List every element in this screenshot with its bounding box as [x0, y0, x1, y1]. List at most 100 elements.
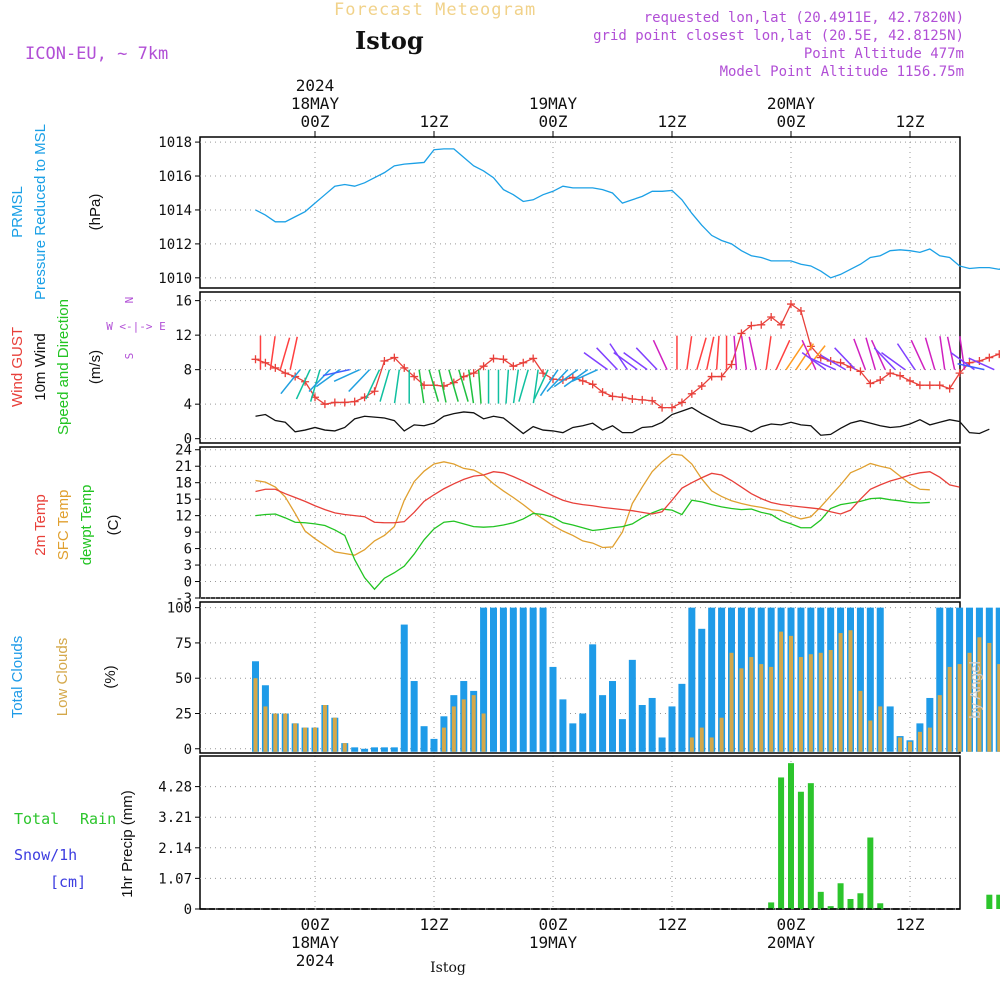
t2m-label: 2m Temp	[32, 494, 49, 555]
gust-marker	[925, 381, 934, 390]
wind-direction-arrow	[715, 335, 720, 370]
y-tick-label: 1018	[158, 135, 192, 151]
total-cloud-bar	[351, 747, 359, 752]
snow-label: Snow/1h	[14, 846, 77, 864]
prmsl-unit: (hPa)	[87, 194, 104, 231]
total-cloud-bar	[609, 681, 616, 752]
gust-marker	[717, 372, 726, 381]
low-cloud-bar	[749, 657, 754, 752]
total-cloud-bar	[410, 681, 418, 752]
bottom-axis-tick-label: 12Z	[896, 915, 925, 934]
gust-marker	[281, 369, 290, 378]
top-axis-tick-label: 00Z	[539, 112, 568, 131]
total-cloud-bar	[628, 659, 636, 752]
y-tick-label: 16	[175, 294, 192, 310]
gust-marker	[400, 363, 409, 372]
compass-south: S	[123, 353, 136, 360]
y-tick-label: 2.14	[158, 841, 192, 857]
low-cloud-bar	[947, 666, 952, 752]
rain-bar	[788, 763, 794, 909]
low-cloud-bar	[689, 737, 694, 752]
sfc-label: SFC Temp	[55, 490, 72, 561]
gust-marker	[737, 329, 746, 338]
wind-direction-arrow	[539, 369, 559, 397]
y-tick-label: 8	[184, 363, 192, 379]
wind-direction-arrow	[705, 336, 715, 370]
total-label: Total	[14, 810, 59, 828]
rain-bar	[877, 903, 884, 909]
low-cloud-bar	[828, 649, 833, 752]
rain-bar	[996, 894, 1000, 909]
wind-direction-arrow	[623, 352, 648, 371]
rain-bar	[827, 906, 834, 909]
sfc-temp-line	[255, 453, 930, 556]
total-cloud-bar	[529, 607, 537, 752]
total-cloud-bar	[599, 695, 607, 752]
gust-marker	[370, 387, 379, 396]
rain-bar	[986, 894, 993, 909]
gust-marker	[945, 384, 954, 393]
credit-label: by Angel	[967, 661, 984, 719]
y-tick-label: 18	[175, 476, 192, 492]
y-tick-label: 4	[184, 397, 192, 413]
low-cloud-bar	[798, 657, 803, 752]
gust-marker	[935, 381, 944, 390]
low-cloud-bar	[858, 690, 863, 752]
gust-marker	[499, 355, 508, 364]
panel-frame	[199, 291, 961, 444]
low-cloud-bar	[937, 695, 942, 752]
total-cloud-bar	[559, 699, 567, 752]
wind-direction-arrow	[795, 343, 815, 371]
total-cloud-bar	[509, 607, 517, 752]
total-cloud-bar	[926, 697, 934, 752]
wind-direction-arrow	[348, 369, 371, 393]
clouds-unit: (%)	[102, 665, 119, 688]
wind-direction-arrow	[571, 368, 598, 382]
total-cloud-bar	[876, 607, 884, 752]
wind-direction-arrow	[505, 369, 510, 404]
total-cloud-bar	[380, 747, 388, 752]
wind-direction-arrow	[322, 368, 350, 377]
gust-marker	[955, 369, 964, 378]
wind-direction-arrow	[733, 335, 738, 370]
wind-direction-arrow	[686, 336, 693, 370]
low-cloud-bar	[848, 630, 853, 752]
top-axis-day-label: 18MAY	[291, 94, 340, 113]
wind-direction-arrow	[438, 369, 447, 403]
total-cloud-bar	[708, 607, 716, 752]
gust-marker	[767, 313, 776, 322]
gust-marker	[271, 363, 280, 372]
gust-marker	[598, 388, 607, 397]
y-tick-label: 100	[167, 601, 192, 617]
gust-marker	[588, 380, 597, 389]
wind-direction-arrow	[418, 369, 425, 404]
rain-bar	[857, 893, 864, 909]
gust-marker	[320, 400, 329, 409]
low-cloud-bar	[977, 637, 982, 752]
low-cloud-bar	[878, 706, 883, 752]
wind-direction-arrow	[968, 357, 995, 371]
gust-marker	[915, 381, 924, 390]
wind-direction-arrow	[546, 369, 569, 393]
total-cloud-bar	[936, 607, 944, 752]
total-cloud-bar	[866, 607, 874, 752]
low-cloud-bar	[273, 713, 278, 752]
wind-direction-arrow	[428, 369, 440, 402]
low-cloud-bar	[987, 642, 992, 752]
y-tick-label: 4.28	[158, 780, 192, 796]
panel-frame	[199, 446, 961, 599]
wind-direction-arrow	[740, 336, 748, 370]
wind-direction-arrow	[801, 339, 817, 370]
panel-frame	[199, 755, 961, 910]
total-cloud-bar	[480, 607, 488, 752]
y-tick-label: 1014	[158, 203, 192, 219]
rain-label: Rain	[80, 810, 116, 828]
wind-direction-arrow	[280, 369, 301, 395]
total-cloud-bar	[400, 624, 408, 752]
low-cloud-bar	[908, 741, 912, 752]
wind-direction-arrow	[939, 336, 946, 370]
gust-marker	[380, 357, 389, 366]
total-cloud-bar	[519, 607, 527, 752]
gust-marker	[856, 367, 865, 376]
wind-label: 10m Wind	[32, 333, 49, 401]
